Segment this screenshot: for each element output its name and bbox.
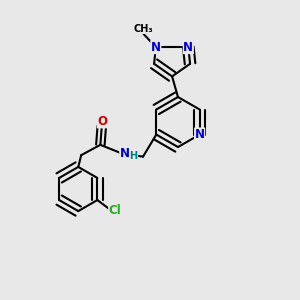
Text: H: H — [130, 151, 138, 161]
Text: N: N — [183, 40, 193, 54]
Text: CH₃: CH₃ — [134, 24, 153, 34]
Text: O: O — [98, 115, 107, 128]
Text: N: N — [120, 147, 130, 160]
Text: N: N — [195, 128, 205, 141]
Text: N: N — [151, 40, 161, 54]
Text: Cl: Cl — [109, 204, 122, 217]
